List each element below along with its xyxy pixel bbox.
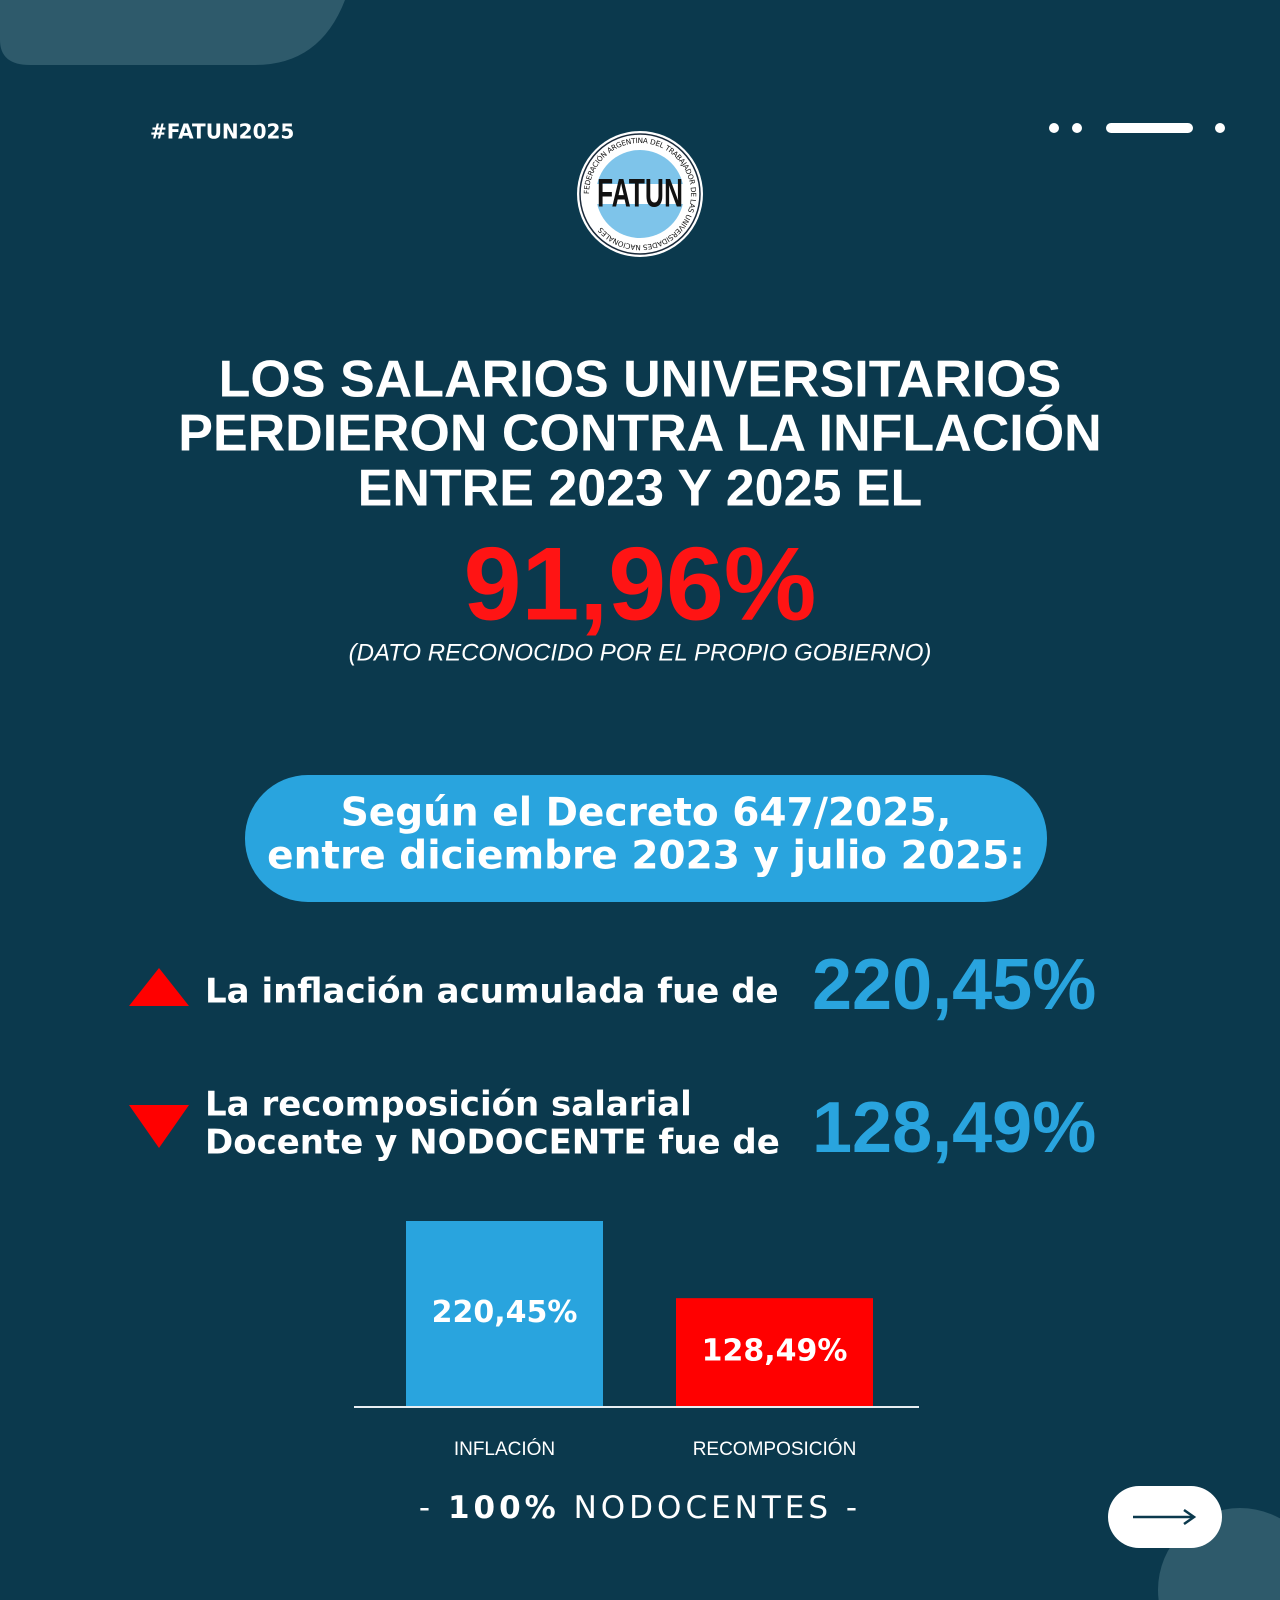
- stat-text: La recomposición salarial: [205, 1085, 692, 1125]
- headline-note: (DATO RECONOCIDO POR EL PROPIO GOBIERNO): [349, 639, 932, 666]
- stat-value: 220,45%: [812, 945, 1096, 1025]
- headline-figure: 91,96%: [464, 526, 817, 642]
- hashtag: #FATUN2025: [150, 120, 294, 144]
- footer-emphasis: 100%: [448, 1490, 560, 1526]
- category-label: RECOMPOSICIÓN: [693, 1438, 857, 1460]
- bar-value-label: 220,45%: [432, 1295, 578, 1330]
- logo-name: FATUN: [597, 172, 683, 216]
- category-label: INFLACIÓN: [454, 1438, 555, 1460]
- footer-text: NODOCENTES: [574, 1490, 832, 1526]
- down-triangle: [129, 1105, 189, 1148]
- bar: [406, 1221, 603, 1406]
- footer: - 100% NODOCENTES -: [419, 1490, 861, 1526]
- footer-dash: -: [419, 1490, 434, 1526]
- logo: FEDERACIÓN ARGENTINA DEL TRABAJADOR DE L…: [577, 131, 703, 257]
- banner-line: Según el Decreto 647/2025,: [341, 791, 952, 836]
- pager: [1049, 123, 1225, 133]
- headline-line: LOS SALARIOS UNIVERSITARIOS: [219, 351, 1062, 409]
- banner-line: entre diciembre 2023 y julio 2025:: [267, 834, 1025, 879]
- banner: [245, 775, 1047, 902]
- bar-value-label: 128,49%: [702, 1334, 848, 1369]
- corner-shape: [0, 0, 345, 65]
- next-button[interactable]: [1108, 1486, 1222, 1548]
- bar-chart: 220,45% INFLACIÓN 128,49% RECOMPOSICIÓN: [406, 1221, 873, 1460]
- headline-line: PERDIERON CONTRA LA INFLACIÓN: [178, 405, 1101, 463]
- stat-text: La inflación acumulada fue de: [205, 972, 779, 1012]
- up-triangle: [129, 968, 189, 1006]
- bar: [676, 1298, 873, 1406]
- stat-text: Docente y NODOCENTE fue de: [205, 1123, 780, 1163]
- stat-value: 128,49%: [812, 1088, 1096, 1168]
- headline-line: ENTRE 2023 Y 2025 EL: [358, 460, 923, 518]
- footer-dash: -: [846, 1490, 861, 1526]
